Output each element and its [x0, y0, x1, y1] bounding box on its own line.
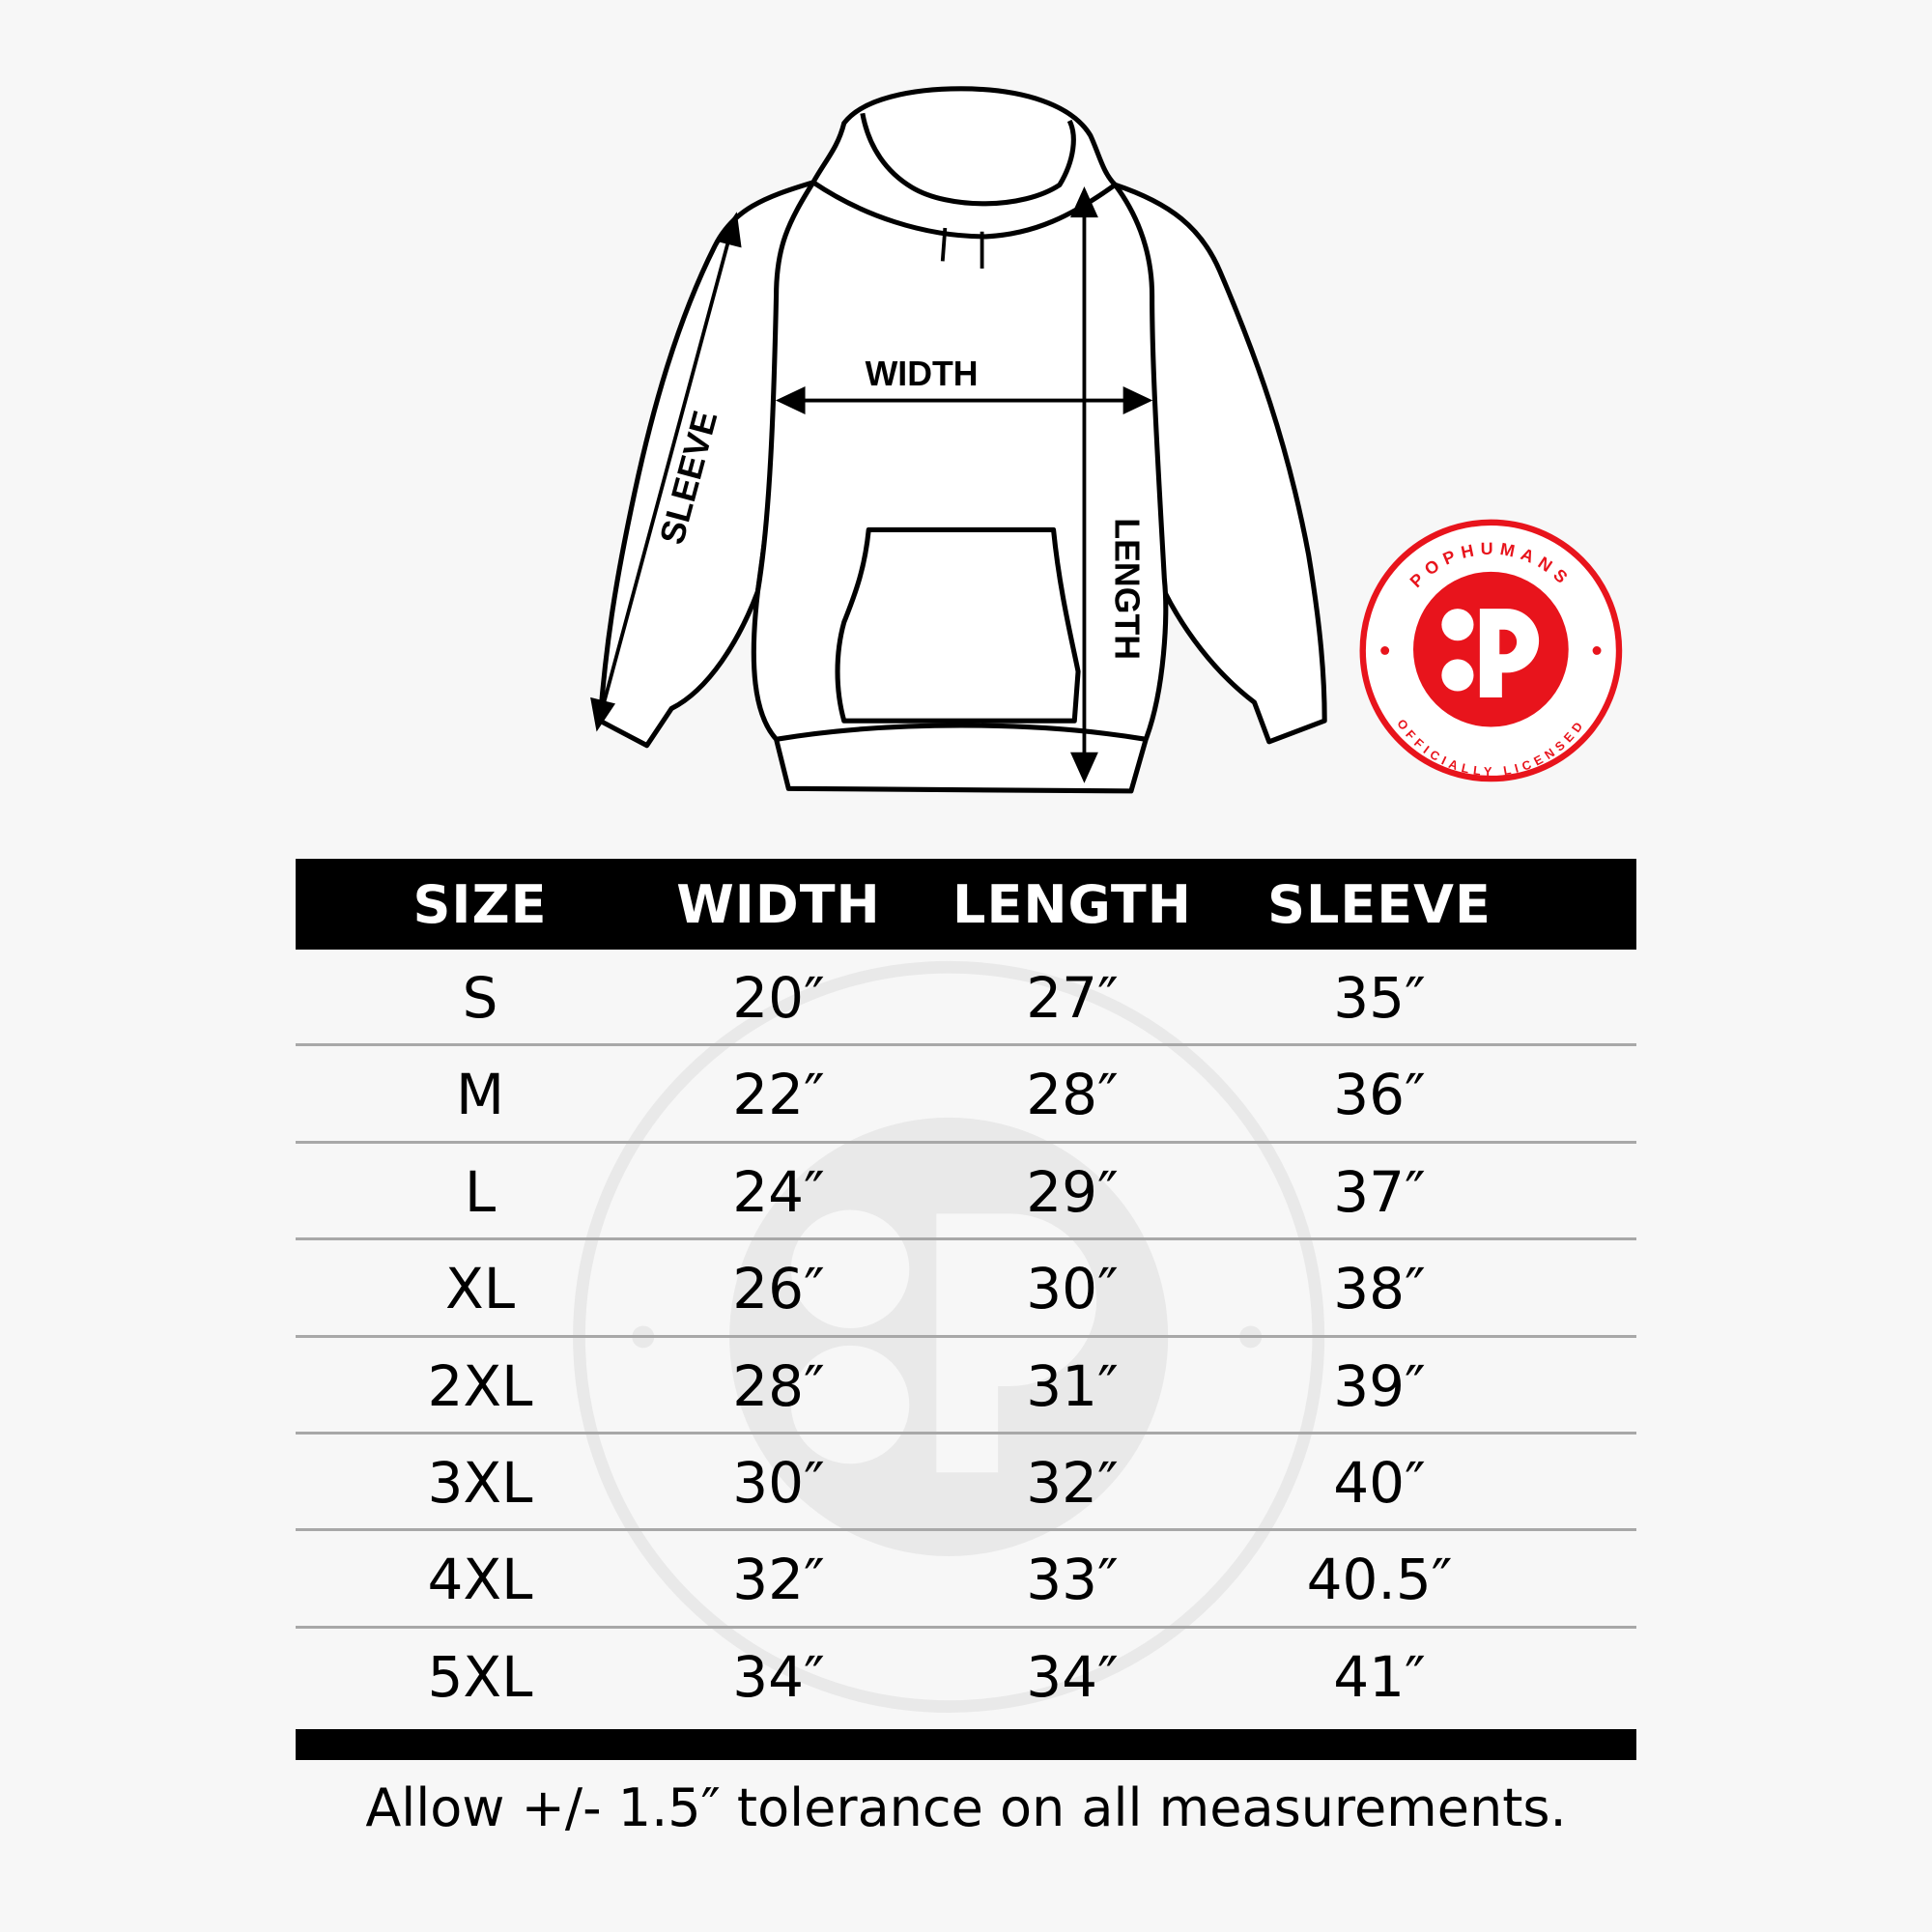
cell-size: 3XL — [427, 1449, 533, 1516]
table-row: 4XL 32″ 33″ 40.5″ — [296, 1531, 1636, 1629]
size-chart-table: SIZE WIDTH LENGTH SLEEVE S 20″ 27″ 35″ M 22″ 2… — [296, 859, 1636, 1725]
cell-sleeve: 36″ — [1333, 1062, 1426, 1128]
table-row: 2XL 28″ 31″ 39″ — [296, 1338, 1636, 1435]
cell-sleeve: 41″ — [1333, 1643, 1426, 1710]
cell-length: 28″ — [1026, 1062, 1119, 1128]
cell-length: 32″ — [1026, 1449, 1119, 1516]
cell-size: S — [462, 965, 498, 1031]
table-row: S 20″ 27″ 35″ — [296, 950, 1636, 1047]
cell-length: 29″ — [1026, 1158, 1119, 1225]
cell-width: 20″ — [732, 965, 825, 1031]
drawstrings — [940, 227, 984, 270]
hood — [810, 86, 1118, 240]
cell-size: 5XL — [427, 1643, 533, 1710]
cell-sleeve: 40.5″ — [1306, 1547, 1453, 1613]
cell-sleeve: 39″ — [1333, 1352, 1426, 1419]
cell-width: 34″ — [732, 1643, 825, 1710]
width-label: WIDTH — [866, 355, 979, 393]
cell-length: 27″ — [1026, 965, 1119, 1031]
cell-size: 4XL — [427, 1547, 533, 1613]
cell-length: 31″ — [1026, 1352, 1119, 1419]
cell-width: 32″ — [732, 1547, 825, 1613]
table-row: L 24″ 29″ 37″ — [296, 1144, 1636, 1241]
header-length: LENGTH — [952, 874, 1192, 935]
pocket — [835, 526, 1081, 724]
cell-size: XL — [444, 1256, 516, 1322]
cell-size: L — [464, 1158, 497, 1225]
cell-length: 34″ — [1026, 1643, 1119, 1710]
cell-width: 26″ — [732, 1256, 825, 1322]
table-row: 3XL 30″ 32″ 40″ — [296, 1435, 1636, 1532]
hood-inner — [860, 112, 1076, 207]
measure-arrows — [590, 186, 1153, 783]
cell-size: 2XL — [427, 1352, 533, 1419]
table-header: SIZE WIDTH LENGTH SLEEVE — [296, 859, 1636, 950]
hem-band — [776, 723, 1147, 742]
header-sleeve: SLEEVE — [1267, 874, 1492, 935]
table-row: 5XL 34″ 34″ 41″ — [296, 1629, 1636, 1725]
cell-width: 24″ — [732, 1158, 825, 1225]
tolerance-note: Allow +/- 1.5″ tolerance on all measurem… — [365, 1777, 1567, 1838]
hoodie-diagram — [597, 86, 1327, 794]
cell-sleeve: 38″ — [1333, 1256, 1426, 1322]
table-row: M 22″ 28″ 36″ — [296, 1046, 1636, 1144]
cell-sleeve: 40″ — [1333, 1449, 1426, 1516]
header-size: SIZE — [412, 874, 548, 935]
table-row: XL 26″ 30″ 38″ — [296, 1240, 1636, 1338]
right-sleeve — [1112, 182, 1327, 745]
cell-size: M — [455, 1062, 505, 1128]
cell-length: 33″ — [1026, 1547, 1119, 1613]
cell-width: 22″ — [732, 1062, 825, 1128]
cell-sleeve: 37″ — [1333, 1158, 1426, 1225]
length-label: LENGTH — [1107, 518, 1146, 660]
table-bottom-bar — [296, 1729, 1636, 1760]
cell-width: 28″ — [732, 1352, 825, 1419]
cell-length: 30″ — [1026, 1256, 1119, 1322]
header-width: WIDTH — [676, 874, 881, 935]
pophumans-badge-logo: POPHUMANS OFFICIALLY LICENSED — [1359, 519, 1623, 782]
cell-sleeve: 35″ — [1333, 965, 1426, 1031]
cell-width: 30″ — [732, 1449, 825, 1516]
